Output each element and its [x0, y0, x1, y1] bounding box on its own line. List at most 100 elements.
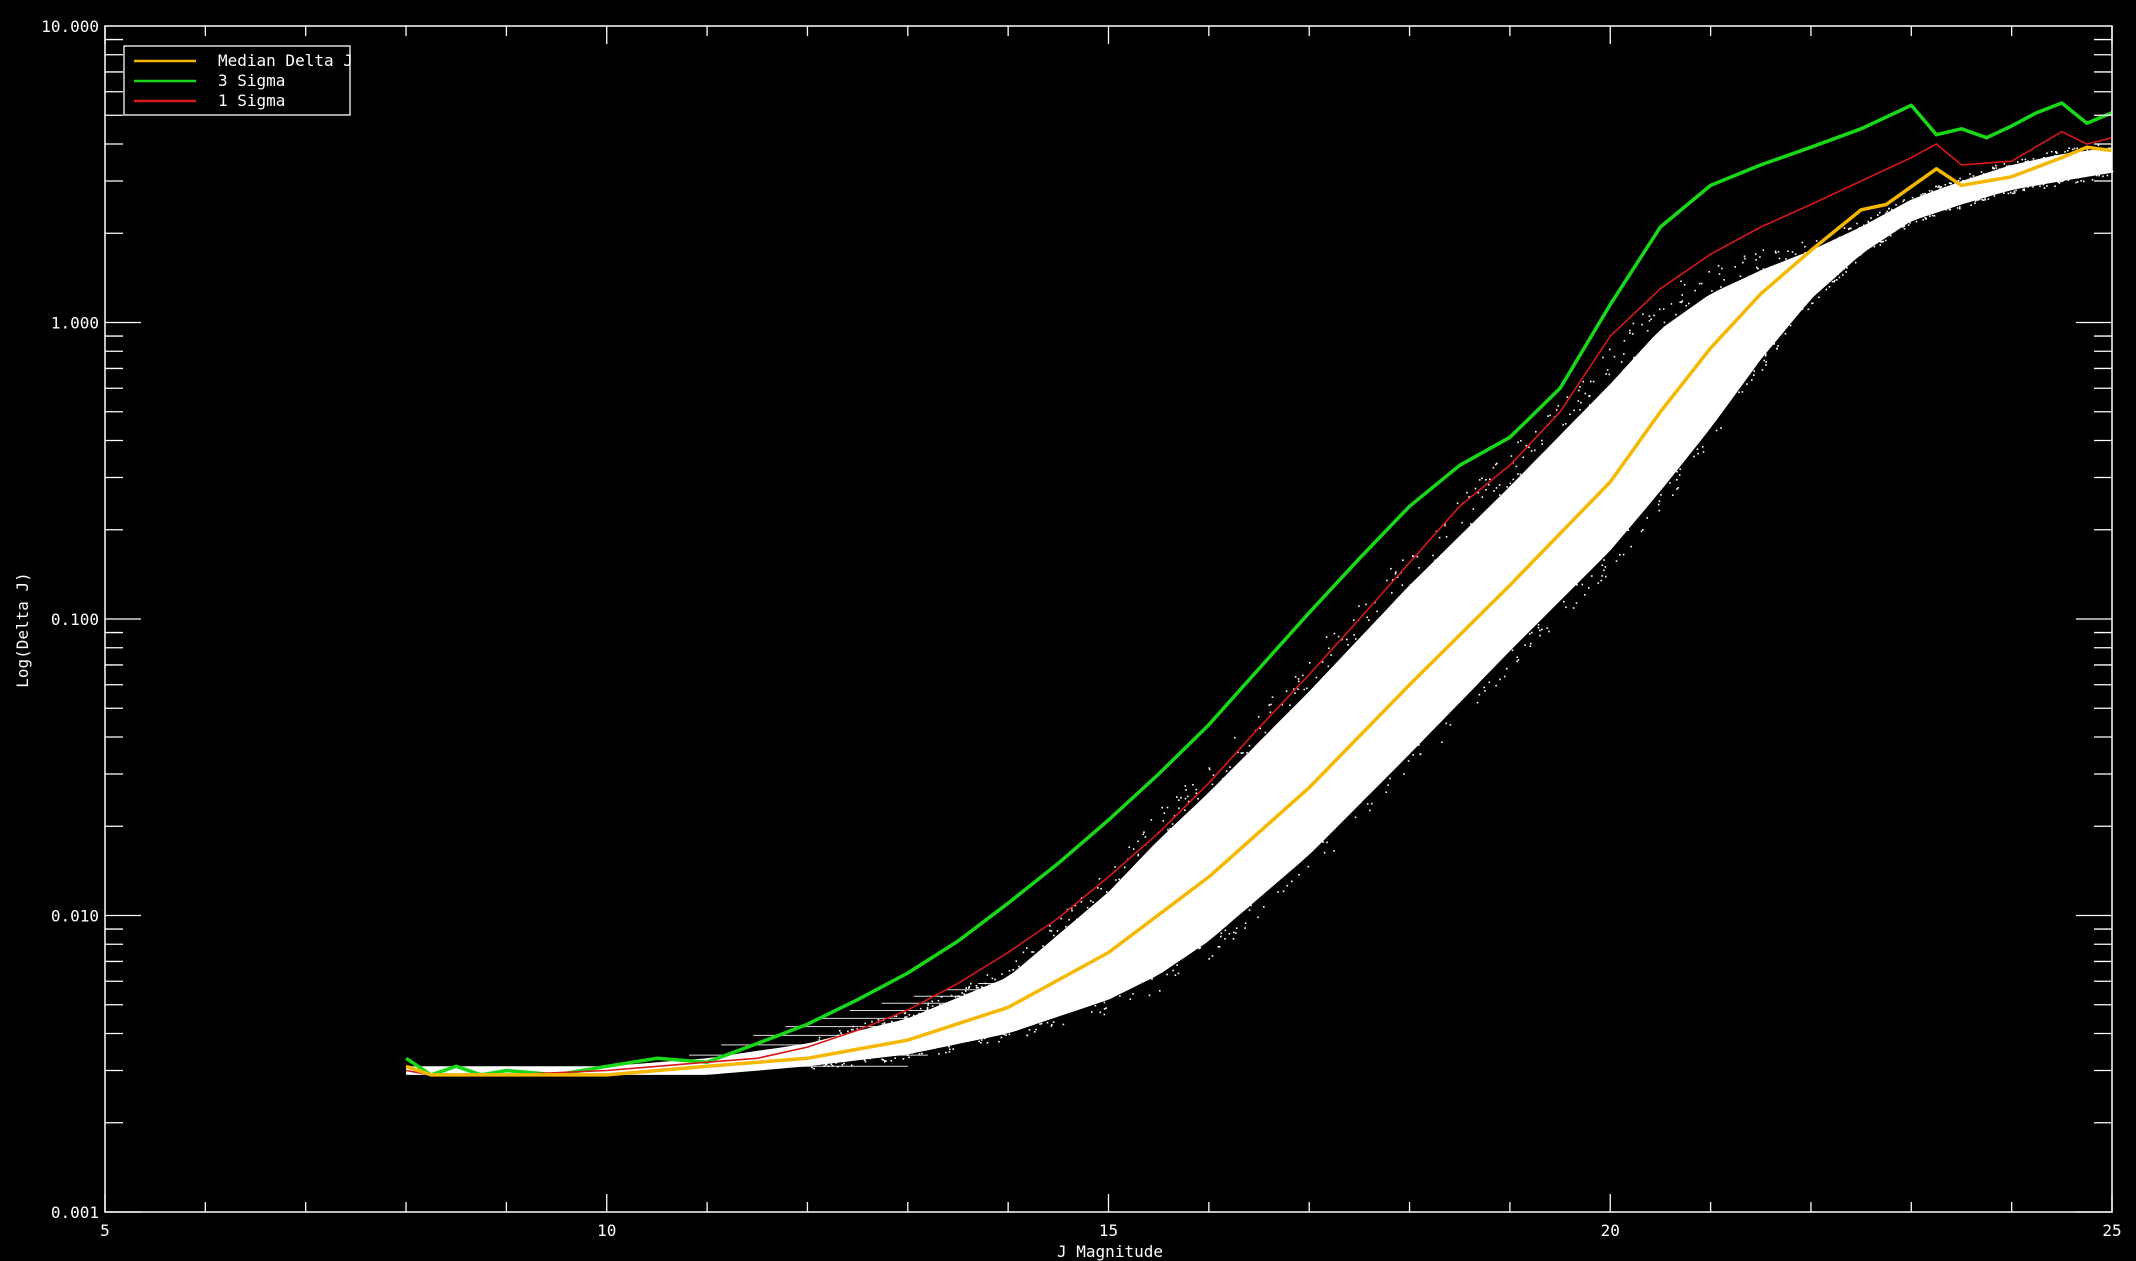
scatter-point: [1934, 200, 1936, 203]
scatter-point: [1042, 1004, 1045, 1007]
scatter-point: [1306, 793, 1308, 795]
scatter-point: [2040, 181, 2042, 184]
scatter-point: [949, 1020, 951, 1023]
scatter-point: [1483, 686, 1485, 689]
scatter-point: [2040, 162, 2043, 164]
scatter-point: [1791, 283, 1793, 286]
scatter-point: [926, 1008, 929, 1010]
scatter-point: [1787, 250, 1789, 252]
scatter-point: [953, 1001, 956, 1004]
scatter-point: [1953, 199, 1956, 202]
scatter-point: [1166, 806, 1169, 809]
scatter-point: [1620, 485, 1622, 487]
scatter-point: [1774, 295, 1777, 297]
scatter-point: [1656, 355, 1658, 357]
scatter-point: [1215, 904, 1217, 906]
scatter-point: [1851, 253, 1853, 255]
scatter-point: [1585, 410, 1588, 413]
scatter-point: [1801, 308, 1804, 310]
scatter-point: [1236, 829, 1238, 831]
scatter-point: [1903, 209, 1906, 211]
scatter-point: [1883, 225, 1886, 227]
scatter-point: [997, 1026, 999, 1028]
scatter-point: [1372, 746, 1375, 748]
scatter-point: [1405, 709, 1407, 712]
scatter-point: [1257, 716, 1260, 718]
scatter-point: [1258, 856, 1260, 859]
scatter-point: [1189, 920, 1191, 923]
scatter-point: [965, 990, 967, 992]
scatter-point: [1977, 177, 1979, 180]
scatter-point: [1825, 247, 1828, 249]
scatter-point: [1777, 345, 1779, 347]
scatter-point: [2007, 192, 2010, 195]
scatter-point: [1122, 961, 1125, 964]
scatter-point: [1275, 764, 1278, 766]
scatter-point: [1620, 361, 1623, 363]
scatter-point: [1494, 549, 1496, 551]
scatter-point: [1796, 288, 1798, 291]
scatter-point: [1438, 536, 1441, 539]
scatter-point: [1668, 448, 1670, 450]
scatter-point: [1204, 838, 1207, 840]
scatter-point: [1665, 425, 1668, 427]
scatter-point: [2005, 170, 2008, 172]
scatter-point: [1977, 191, 1980, 193]
scatter-point: [1559, 520, 1561, 522]
scatter-point: [1964, 185, 1967, 188]
scatter-point: [1882, 240, 1884, 243]
scatter-point: [1424, 599, 1426, 601]
scatter-point: [1822, 282, 1825, 285]
scatter-point: [1044, 1006, 1047, 1008]
scatter-point: [1138, 877, 1140, 879]
scatter-point: [1978, 195, 1981, 197]
scatter-point: [913, 1018, 915, 1021]
scatter-point: [1956, 196, 1958, 198]
scatter-point: [1577, 441, 1580, 444]
scatter-point: [2027, 181, 2029, 183]
scatter-point: [1026, 947, 1028, 949]
scatter-point: [2078, 154, 2080, 156]
scatter-point: [918, 1049, 921, 1052]
scatter-point: [1099, 1011, 1102, 1014]
scatter-point: [1241, 856, 1244, 859]
scatter-point: [1661, 468, 1664, 471]
scatter-point: [1736, 354, 1739, 357]
scatter-point: [1105, 919, 1108, 921]
scatter-point: [866, 1043, 868, 1045]
scatter-point: [1359, 801, 1362, 804]
scatter-point: [944, 1003, 946, 1006]
scatter-point: [1532, 547, 1534, 549]
scatter-point: [2087, 157, 2089, 159]
scatter-point: [873, 1029, 875, 1031]
scatter-point: [926, 1021, 929, 1023]
scatter-point: [1967, 186, 1969, 188]
scatter-point: [1894, 227, 1897, 229]
scatter-point: [1838, 276, 1841, 279]
scatter-point: [1344, 763, 1346, 766]
scatter-point: [1969, 173, 1971, 175]
scatter-point: [1589, 532, 1592, 535]
scatter-point: [1520, 440, 1522, 442]
scatter-point: [899, 1053, 901, 1055]
scatter-point: [1109, 936, 1112, 939]
scatter-point: [957, 1015, 960, 1018]
scatter-point: [1222, 794, 1224, 796]
scatter-point: [2022, 182, 2025, 184]
scatter-point: [2091, 160, 2093, 163]
scatter-point: [1311, 848, 1313, 851]
scatter-point: [1447, 589, 1450, 591]
scatter-point: [1244, 922, 1247, 924]
scatter-point: [1881, 233, 1883, 236]
scatter-point: [1907, 214, 1910, 216]
scatter-point: [1673, 432, 1675, 435]
scatter-point: [1188, 931, 1191, 934]
scatter-point: [900, 1048, 902, 1050]
scatter-point: [1220, 920, 1222, 922]
scatter-point: [1860, 253, 1862, 256]
scatter-point: [1990, 173, 1993, 175]
scatter-point: [2027, 160, 2029, 162]
scatter-point: [2073, 147, 2076, 150]
scatter-point: [1371, 709, 1374, 711]
scatter-point: [1765, 361, 1767, 363]
